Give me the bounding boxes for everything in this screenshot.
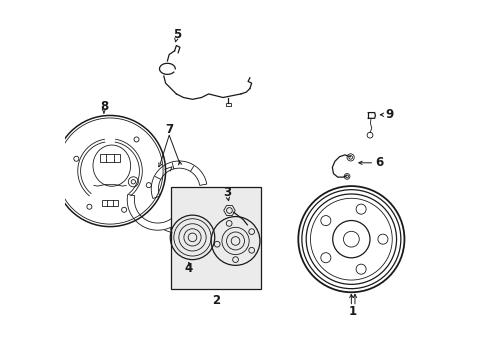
- Bar: [171, 187, 260, 289]
- Bar: [225, 103, 230, 107]
- Bar: [100, 154, 120, 162]
- Text: 7: 7: [165, 123, 173, 136]
- Text: 6: 6: [374, 156, 382, 169]
- Text: 4: 4: [184, 262, 193, 275]
- Text: 3: 3: [223, 186, 231, 199]
- Text: 1: 1: [348, 306, 357, 319]
- Text: 9: 9: [385, 108, 393, 121]
- Text: 5: 5: [173, 28, 181, 41]
- Text: 2: 2: [211, 294, 220, 307]
- Text: 8: 8: [100, 100, 108, 113]
- Bar: [102, 200, 118, 206]
